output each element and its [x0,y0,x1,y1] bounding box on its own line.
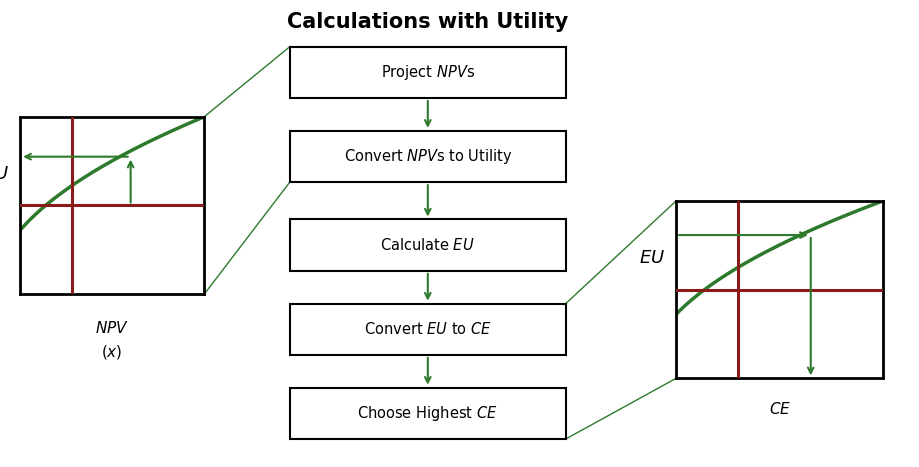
Text: Convert $\mathit{EU}$ to $\mathit{CE}$: Convert $\mathit{EU}$ to $\mathit{CE}$ [364,321,491,337]
Text: Convert $\mathit{NPV}$s to Utility: Convert $\mathit{NPV}$s to Utility [343,147,512,166]
Text: $\mathit{EU}$: $\mathit{EU}$ [639,248,664,267]
Text: Project $\mathit{NPV}$s: Project $\mathit{NPV}$s [380,63,474,82]
Text: Calculations with Utility: Calculations with Utility [287,12,568,32]
FancyBboxPatch shape [289,388,565,439]
Text: $\mathit{U}$: $\mathit{U}$ [0,164,9,183]
Text: $\mathit{CE}$: $\mathit{CE}$ [767,401,790,417]
Text: Calculate $\mathit{EU}$: Calculate $\mathit{EU}$ [380,237,474,253]
FancyBboxPatch shape [289,47,565,98]
FancyBboxPatch shape [289,304,565,355]
Text: $\mathit{NPV}$: $\mathit{NPV}$ [96,320,129,336]
Text: $(x)$: $(x)$ [101,343,123,361]
FancyBboxPatch shape [289,131,565,182]
Text: Choose Highest $\mathit{CE}$: Choose Highest $\mathit{CE}$ [357,404,497,423]
FancyBboxPatch shape [289,219,565,271]
